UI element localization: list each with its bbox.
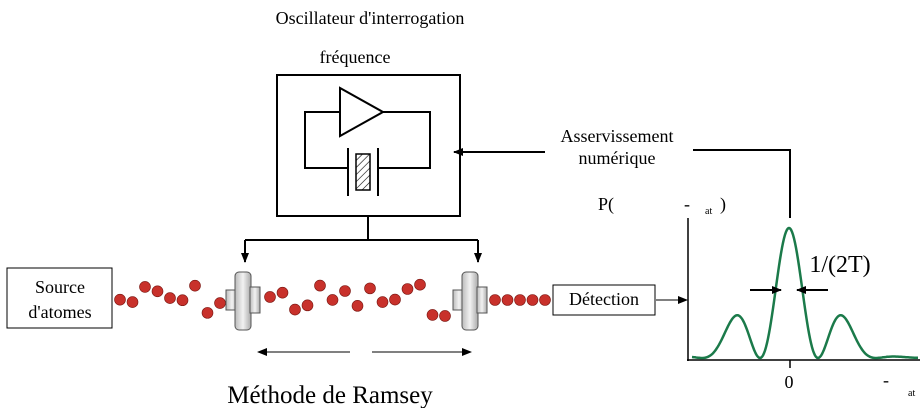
feedback-label: numérique xyxy=(579,148,656,168)
atom xyxy=(426,309,439,321)
source-label: d'atomes xyxy=(28,302,91,322)
atom xyxy=(401,283,414,295)
plot-axes xyxy=(687,218,920,368)
atoms xyxy=(114,278,551,322)
atom xyxy=(414,278,426,291)
atom xyxy=(164,292,176,304)
oscillator-label: fréquence xyxy=(320,47,391,67)
atom xyxy=(389,293,401,306)
atom xyxy=(439,310,451,322)
source-label: Source xyxy=(35,277,85,297)
atom xyxy=(201,307,214,319)
atom xyxy=(301,299,314,312)
feedback-line xyxy=(453,148,791,218)
title: Oscillateur d'interrogation xyxy=(276,8,465,28)
atom xyxy=(339,285,351,297)
atom xyxy=(364,282,376,295)
atom xyxy=(351,300,364,312)
y-label: P( xyxy=(598,194,614,215)
y-label: ) xyxy=(720,194,726,215)
width-label: 1/(2T) xyxy=(809,252,870,278)
x-label: at xyxy=(908,388,915,399)
ramsey-fringes xyxy=(691,226,918,360)
cavities xyxy=(225,271,488,331)
atom xyxy=(126,296,139,308)
x-label: - xyxy=(883,370,889,390)
detection-box xyxy=(552,284,656,316)
atom xyxy=(289,303,301,316)
atom xyxy=(326,294,339,306)
atom xyxy=(539,294,551,306)
atom xyxy=(151,285,164,298)
atom xyxy=(214,297,226,309)
atom xyxy=(264,291,276,303)
atom xyxy=(526,294,539,306)
atom xyxy=(489,294,501,306)
atom xyxy=(376,296,389,308)
atom xyxy=(189,279,201,292)
source-box xyxy=(6,267,113,329)
atom xyxy=(514,294,526,306)
distribution-lines xyxy=(241,216,482,263)
y-label: at xyxy=(705,206,712,217)
y-label: - xyxy=(684,194,690,214)
atom xyxy=(139,281,151,293)
detection-label: Détection xyxy=(569,289,639,309)
atom xyxy=(501,294,514,306)
atom xyxy=(314,279,326,292)
atom xyxy=(114,293,126,306)
atom xyxy=(176,294,189,307)
feedback-label: Asservissement xyxy=(561,126,674,146)
oscillator-box xyxy=(276,74,461,217)
x-tick-label: 0 xyxy=(785,372,794,392)
atom xyxy=(276,286,289,299)
caption: Méthode de Ramsey xyxy=(227,382,433,408)
